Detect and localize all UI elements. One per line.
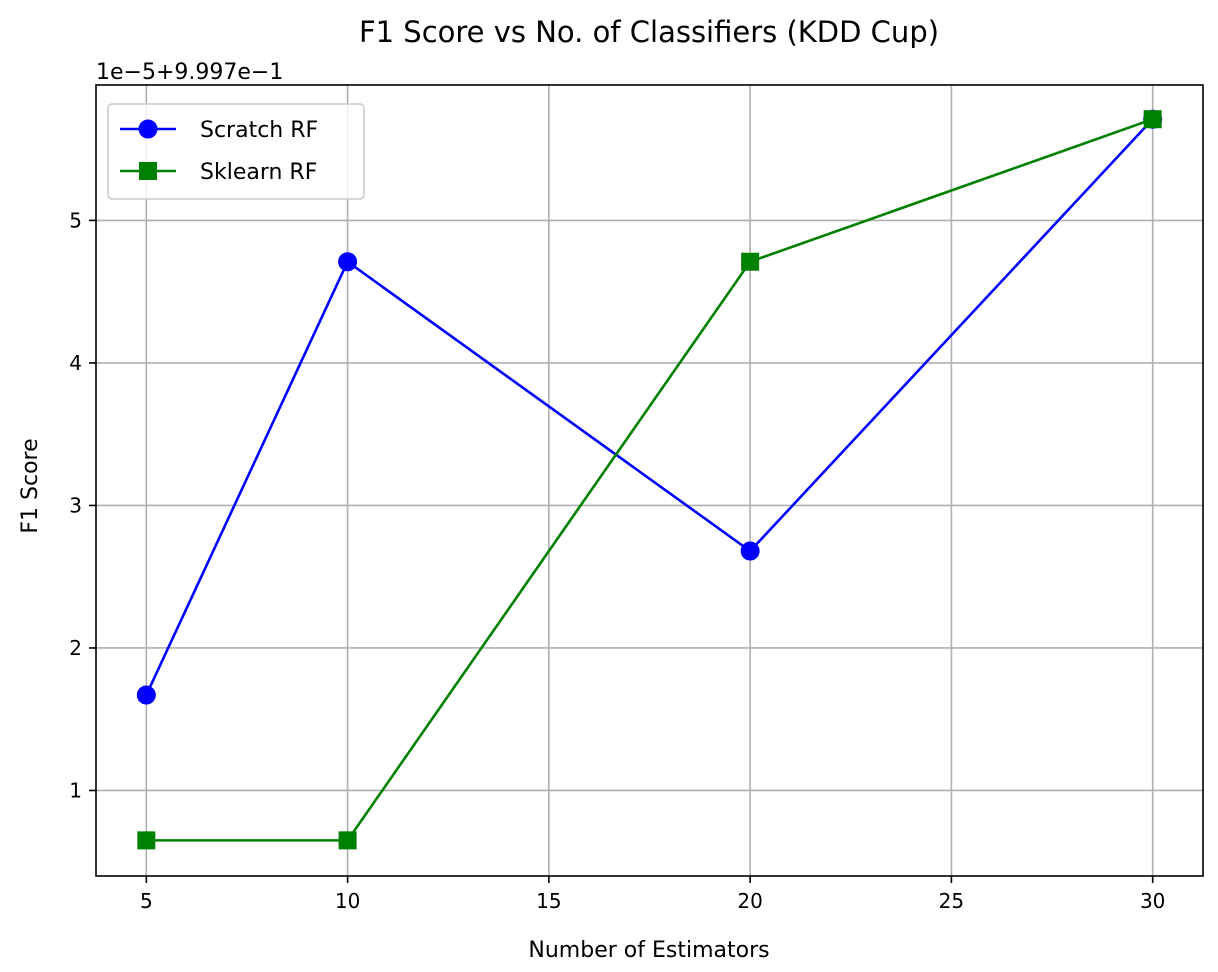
chart-title: F1 Score vs No. of Classifiers (KDD Cup) bbox=[359, 15, 939, 49]
legend-entry: Scratch RF bbox=[120, 118, 318, 143]
x-tick-label: 5 bbox=[140, 889, 153, 913]
x-tick-label: 10 bbox=[335, 889, 360, 913]
y-axis-label: F1 Score bbox=[18, 438, 43, 533]
x-tick-label: 20 bbox=[737, 889, 762, 913]
legend-marker bbox=[139, 162, 157, 180]
x-axis-label: Number of Estimators bbox=[528, 938, 769, 963]
series-layer bbox=[136, 109, 1163, 850]
data-point bbox=[338, 252, 358, 272]
y-tick-label: 2 bbox=[69, 636, 82, 660]
data-point bbox=[740, 541, 760, 561]
plot-frame bbox=[95, 84, 1204, 877]
legend-label: Scratch RF bbox=[200, 118, 318, 143]
x-tick-label: 15 bbox=[536, 889, 561, 913]
legend-entry: Sklearn RF bbox=[120, 160, 317, 185]
axis-ticks: 5 10 15 20 25 30 1 2 3 4 5 bbox=[69, 208, 1165, 913]
y-tick-label: 5 bbox=[69, 208, 82, 232]
data-point bbox=[338, 831, 357, 850]
legend-marker bbox=[138, 119, 158, 139]
y-offset-text: 1e−5+9.997e−1 bbox=[96, 60, 283, 85]
series-line bbox=[145, 118, 1154, 696]
data-point bbox=[137, 831, 156, 850]
data-point bbox=[136, 685, 156, 705]
y-tick-label: 4 bbox=[69, 351, 82, 375]
legend-label: Sklearn RF bbox=[200, 160, 317, 185]
legend: Scratch RF Sklearn RF bbox=[107, 103, 365, 200]
data-point bbox=[741, 252, 760, 271]
series-sklearn-rf bbox=[137, 110, 1162, 850]
x-tick-label: 30 bbox=[1140, 889, 1165, 913]
y-tick-label: 3 bbox=[69, 493, 82, 517]
y-tick-label: 1 bbox=[69, 778, 82, 802]
x-tick-label: 25 bbox=[939, 889, 964, 913]
data-point bbox=[1143, 110, 1162, 129]
grid-lines bbox=[96, 85, 1203, 876]
series-line bbox=[146, 117, 1154, 842]
